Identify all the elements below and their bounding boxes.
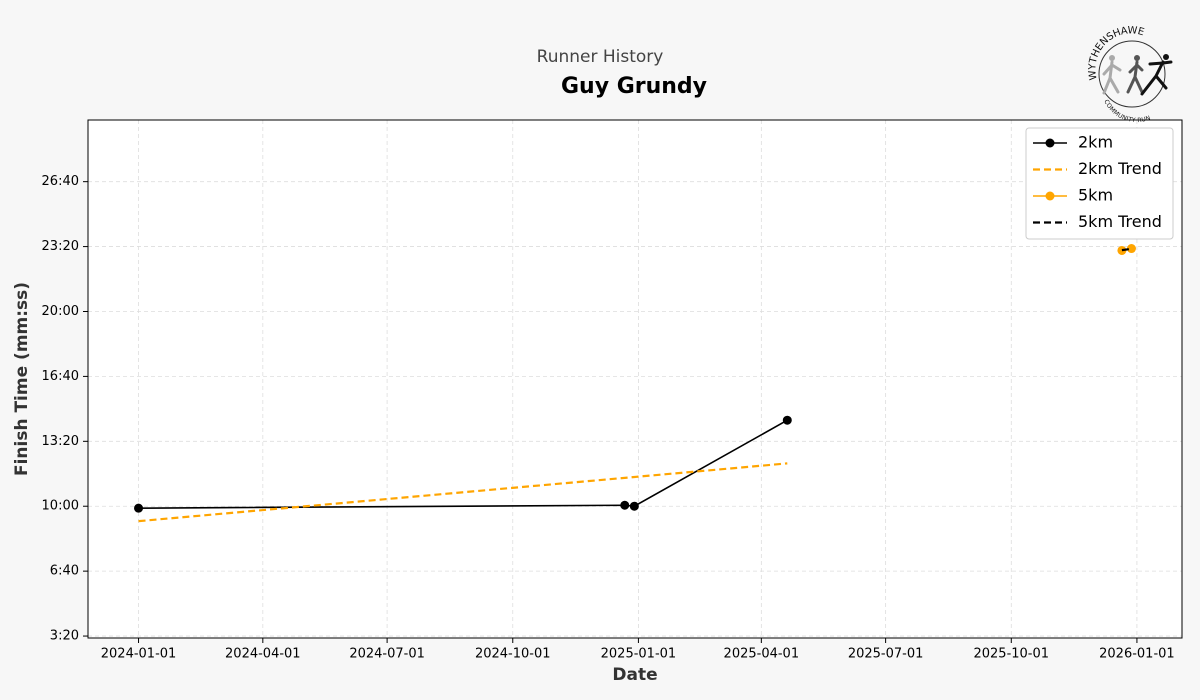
x-axis-label: Date: [612, 665, 657, 685]
legend-marker: [1045, 138, 1055, 148]
y-tick-label: 6:40: [50, 564, 79, 579]
data-point: [134, 503, 144, 513]
data-point: [1117, 245, 1127, 255]
x-tick-label: 2024-10-01: [475, 647, 551, 662]
data-point: [629, 501, 639, 511]
x-tick-label: 2024-07-01: [349, 647, 425, 662]
legend: 2km 2km Trend 5km 5km Trend: [1025, 127, 1174, 240]
legend-label: 2km Trend: [1078, 159, 1162, 178]
legend-label: 2km: [1078, 133, 1113, 152]
x-tick-label: 2025-07-01: [848, 647, 924, 662]
chart-subtitle: Guy Grundy: [561, 74, 707, 99]
y-axis-label: Finish Time (mm:ss): [12, 282, 32, 476]
plot-area: [88, 120, 1182, 638]
legend-label: 5km Trend: [1078, 212, 1162, 231]
data-point: [1126, 244, 1136, 254]
series-line: [138, 419, 788, 509]
data-point: [782, 415, 792, 425]
trend-line: [1121, 247, 1132, 252]
logo-ring: [1098, 40, 1166, 108]
legend-marker: [1045, 191, 1055, 201]
logo-runners: [1102, 54, 1173, 96]
trend-line: [138, 462, 788, 523]
data-point: [620, 500, 630, 510]
y-tick-label: 3:20: [50, 629, 79, 644]
legend-label: 5km: [1078, 186, 1113, 205]
x-tick-label: 2025-10-01: [973, 647, 1049, 662]
x-tick-label: 2024-01-01: [101, 647, 177, 662]
chart-title: Runner History: [537, 47, 664, 67]
legend-box: [1025, 127, 1174, 240]
y-tick-label: 16:40: [42, 369, 79, 384]
x-tick-label: 2026-01-01: [1099, 647, 1175, 662]
y-tick-label: 23:20: [42, 239, 79, 254]
plot-frame: [87, 119, 1183, 639]
y-tick-label: 10:00: [42, 499, 79, 514]
y-tick-label: 20:00: [42, 304, 79, 319]
x-tick-label: 2025-04-01: [724, 647, 800, 662]
x-tick-label: 2025-01-01: [601, 647, 677, 662]
x-tick-label: 2024-04-01: [225, 647, 301, 662]
y-tick-label: 13:20: [42, 434, 79, 449]
y-tick-label: 26:40: [42, 174, 79, 189]
grid: [88, 120, 1182, 638]
